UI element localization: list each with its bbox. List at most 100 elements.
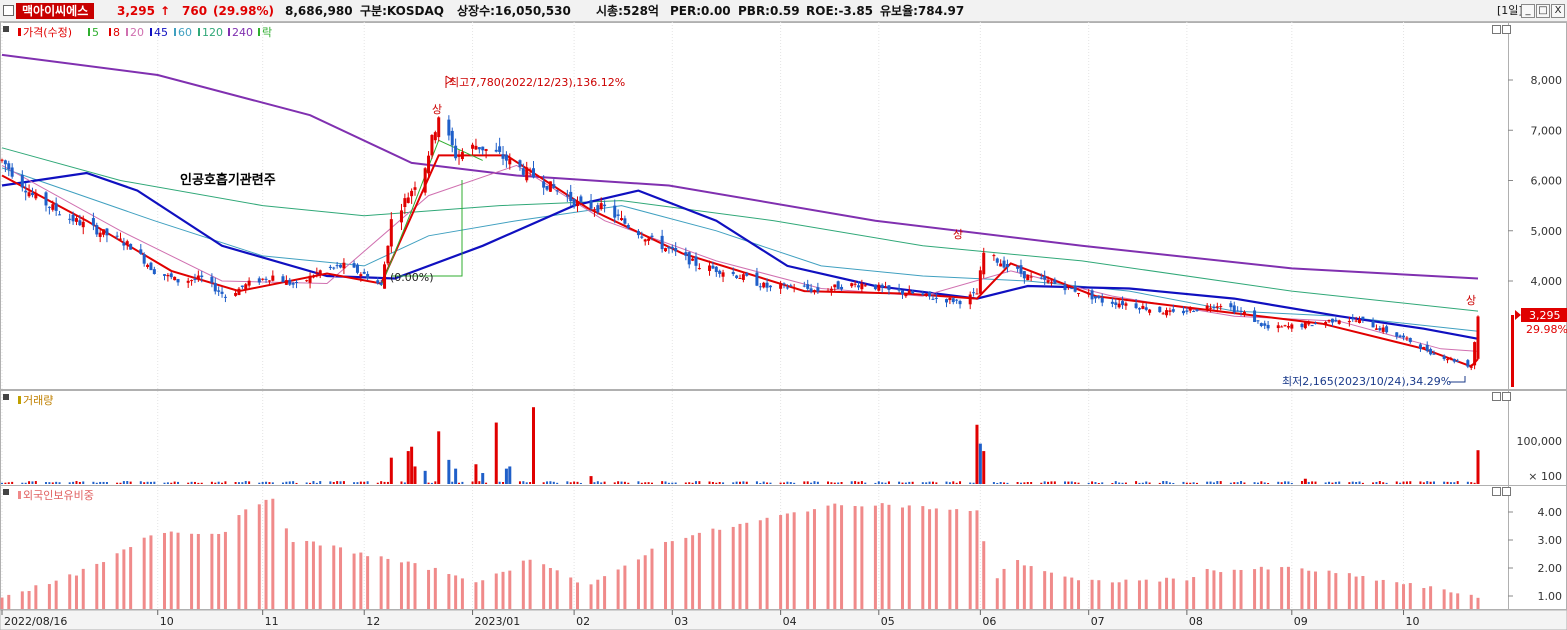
- volume-bar: [762, 481, 765, 484]
- candle-body: [1280, 326, 1284, 328]
- volume-bar: [766, 482, 769, 484]
- candle-body: [315, 272, 319, 274]
- candle-body: [1276, 325, 1280, 329]
- candle-body: [975, 293, 979, 295]
- candle-body: [1117, 303, 1121, 308]
- candle-body: [972, 292, 976, 294]
- foreign-bar: [1137, 580, 1141, 609]
- volume-bar: [1138, 482, 1141, 484]
- candle-body: [758, 286, 762, 288]
- candle-body: [934, 297, 938, 299]
- candle-body: [1110, 301, 1114, 304]
- candle-body: [826, 290, 830, 292]
- candle-body: [142, 254, 146, 264]
- foreign-bar: [623, 565, 627, 609]
- candle-body: [755, 272, 759, 286]
- foreign-bar: [636, 559, 640, 609]
- price-change-pct: (29.98%): [213, 4, 274, 18]
- volume-bar: [887, 481, 890, 484]
- minimize-button[interactable]: _: [1521, 4, 1535, 18]
- volume-bar: [1280, 482, 1283, 484]
- candle-body: [1158, 306, 1162, 313]
- candle-body: [542, 181, 546, 188]
- volume-bar: [1, 482, 3, 484]
- candle-body: [911, 291, 915, 294]
- candle-body: [620, 218, 624, 221]
- close-button[interactable]: X: [1551, 4, 1565, 18]
- volume-bar: [1361, 482, 1364, 484]
- volume-bar: [383, 481, 386, 484]
- period-selector[interactable]: [1일]: [1497, 4, 1523, 17]
- limit-up-1: 상: [432, 103, 442, 116]
- foreign-bar: [1381, 579, 1385, 609]
- stock-name[interactable]: 맥아이씨에스: [16, 3, 95, 19]
- legend-ma5: 5: [92, 26, 99, 39]
- volume-bar: [363, 481, 366, 484]
- foreign-bar: [928, 509, 932, 609]
- volume-bar: [518, 481, 521, 484]
- foreign-bar: [474, 582, 478, 609]
- x-tick-label: 03: [674, 615, 688, 628]
- candle-body: [697, 268, 701, 270]
- candle-body: [860, 283, 864, 290]
- candle-body: [176, 279, 180, 283]
- candle-body: [1043, 275, 1047, 280]
- volume-bar: [119, 482, 122, 484]
- volume-bar: [1263, 482, 1266, 484]
- candle-body: [1066, 285, 1070, 288]
- volume-bar: [413, 466, 417, 484]
- candle-body: [1144, 307, 1148, 310]
- foreign-tick-label: 2.00: [1538, 562, 1563, 575]
- foreign-bar: [1049, 572, 1053, 609]
- volume-bar: [1185, 482, 1188, 484]
- volume-bar: [173, 481, 176, 484]
- volume-bar: [1328, 481, 1331, 484]
- candle-body: [102, 229, 106, 235]
- candle-body: [1354, 320, 1358, 322]
- candle-body: [694, 256, 698, 266]
- volume-bar: [1338, 481, 1341, 484]
- volume-bar: [803, 481, 806, 484]
- volume-bar: [410, 446, 414, 484]
- volume-bar: [735, 481, 738, 484]
- foreign-tick-label: 3.00: [1538, 534, 1563, 547]
- volume-bar: [55, 481, 58, 484]
- foreign-bar: [1124, 579, 1128, 609]
- price-tick-label: 6,000: [1531, 175, 1563, 188]
- maximize-button[interactable]: □: [1536, 4, 1550, 18]
- volume-bar: [955, 482, 958, 484]
- candle-body-last: [1476, 316, 1480, 359]
- volume-bar: [163, 482, 166, 484]
- candle-body: [640, 236, 644, 238]
- volume-bar: [1212, 482, 1215, 484]
- candle-body: [1381, 327, 1385, 332]
- candle-body: [240, 285, 244, 288]
- candle-body: [1351, 318, 1355, 320]
- ma-line-120: [1, 147, 1479, 312]
- candle-body: [1019, 265, 1023, 274]
- volume-bar: [336, 481, 339, 484]
- volume-bar: [1047, 481, 1050, 484]
- volume-bar: [661, 481, 664, 484]
- volume-bar: [1145, 481, 1148, 484]
- panel-buttons[interactable]: [1492, 25, 1511, 496]
- volume-bar: [332, 482, 335, 484]
- candle-body: [1314, 323, 1318, 325]
- candle-body: [1466, 360, 1470, 367]
- volume-bar: [1097, 482, 1100, 484]
- foreign-bar: [142, 537, 146, 609]
- foreign-bar: [47, 584, 51, 609]
- volume-bar: [556, 482, 559, 484]
- candle-body: [1124, 303, 1128, 306]
- volume-bar: [1196, 482, 1199, 484]
- volume-bars: [1, 407, 1480, 484]
- candle-body: [1398, 335, 1402, 338]
- foreign-bar: [399, 562, 403, 609]
- foreign-bar: [873, 505, 877, 609]
- candle-body: [531, 168, 535, 178]
- select-checkbox[interactable]: [3, 5, 14, 16]
- volume-bar: [305, 482, 308, 484]
- candle-body: [399, 210, 403, 223]
- foreign-bar: [934, 508, 938, 609]
